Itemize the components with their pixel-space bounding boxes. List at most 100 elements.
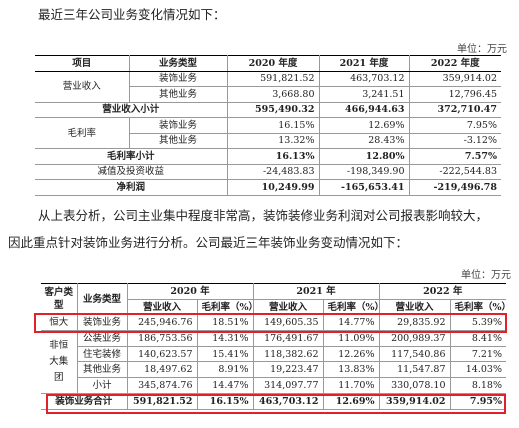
subheader-margin: 毛利率（%） — [197, 299, 254, 316]
row-type: 装饰业务 — [129, 71, 228, 87]
table-row: 其他业务 13.32% 28.43% -3.12% — [35, 133, 501, 149]
cell-value: 149,605.35 — [253, 314, 324, 332]
hengda-row: 恒大 装饰业务 245,946.76 18.51% 149,605.35 14.… — [41, 314, 506, 332]
row-type: 公装业务 — [77, 330, 128, 347]
cell-value: 245,946.76 — [127, 314, 198, 332]
row-type: 住宅装修 — [77, 346, 128, 363]
cell-value: 7.21% — [450, 346, 506, 363]
cell-value: 463,703.12 — [253, 393, 324, 410]
cell-value: 11,547.87 — [379, 361, 451, 379]
table-row: 住宅装修 140,623.57 15.41% 118,382.62 12.26%… — [41, 346, 506, 363]
header-item: 项目 — [35, 55, 130, 72]
cell-value: 16.15% — [197, 393, 254, 410]
cell-value: -165,653.41 — [319, 179, 410, 196]
subheader-revenue: 营业收入 — [127, 299, 198, 316]
subtotal-label: 毛利率小计 — [35, 148, 228, 165]
unit-label-2: 单位：万元 — [461, 270, 511, 281]
customer-non-hengda: 非恒大集团 — [41, 330, 78, 394]
row-type: 其他业务 — [129, 86, 228, 103]
header-business-type: 业务类型 — [129, 55, 228, 72]
intro-paragraph: 最近三年公司业务变化情况如下： — [38, 7, 226, 22]
cell-value: 7.57% — [409, 148, 501, 165]
subheader-revenue: 营业收入 — [379, 299, 451, 316]
cell-value: 140,623.57 — [127, 346, 198, 363]
cell-value: 14.03% — [450, 361, 506, 379]
table-row: 其他业务 3,668.80 3,241.51 12,796.45 — [35, 86, 501, 103]
table-subheader-row: 营业收入 毛利率（%） 营业收入 毛利率（%） 营业收入 毛利率（%） — [41, 299, 506, 316]
cell-value: 5.39% — [450, 314, 506, 332]
decoration-total-row: 装饰业务合计 591,821.52 16.15% 463,703.12 12.6… — [41, 393, 506, 410]
table-row: 其他业务 18,497.62 8.91% 19,223.47 13.83% 11… — [41, 361, 506, 379]
cell-value: 591,821.52 — [227, 71, 320, 87]
cell-value: -198,349.90 — [319, 164, 410, 180]
subtotal-label: 营业收入小计 — [35, 102, 228, 118]
header-2020: 2020 年度 — [227, 55, 320, 72]
cell-value: 12.69% — [319, 117, 410, 134]
cell-value: 7.95% — [450, 393, 506, 410]
header-2022: 2022 年度 — [409, 55, 501, 72]
cell-value: 19,223.47 — [253, 361, 324, 379]
cell-value: -222,544.83 — [409, 164, 501, 180]
cell-value: 13.32% — [227, 133, 320, 149]
row-type: 其他业务 — [129, 133, 228, 149]
impairment-label: 减值及投资收益 — [35, 164, 228, 180]
revenue-subtotal-row: 营业收入小计 595,490.32 466,944.63 372,710.47 — [35, 102, 501, 118]
net-profit-label: 净利润 — [35, 179, 228, 196]
table-header-row: 客户类型 业务类型 2020 年 2021 年 2022 年 — [41, 283, 506, 316]
cell-value: 345,874.76 — [127, 377, 198, 394]
cell-value: 186,753.56 — [127, 330, 198, 347]
cell-value: -219,496.78 — [409, 179, 501, 196]
cell-value: 14.77% — [323, 314, 380, 332]
row-type: 装饰业务 — [129, 117, 228, 134]
cell-value: 12.80% — [319, 148, 410, 165]
net-profit-row: 净利润 10,249.99 -165,653.41 -219,496.78 — [35, 179, 501, 196]
cell-value: 11.09% — [323, 330, 380, 347]
cell-value: 118,382.62 — [253, 346, 324, 363]
cell-value: 3,668.80 — [227, 86, 320, 103]
non-hengda-subtotal-row: 小计 345,874.76 14.47% 314,097.77 11.70% 3… — [41, 377, 506, 394]
row-type: 小计 — [77, 377, 128, 394]
cell-value: 463,703.12 — [319, 71, 410, 87]
cell-value: 11.70% — [323, 377, 380, 394]
revenue-label: 营业收入 — [35, 71, 130, 103]
cell-value: 330,078.10 — [379, 377, 451, 394]
business-change-table: 项目 业务类型 2020 年度 2021 年度 2022 年度 营业收入 装饰业… — [35, 55, 501, 196]
analysis-paragraph-line2: 因此重点针对装饰业务进行分析。公司最近三年装饰业务变动情况如下： — [8, 235, 409, 250]
header-business-type: 业务类型 — [77, 283, 128, 316]
cell-value: 117,540.86 — [379, 346, 451, 363]
cell-value: 14.47% — [197, 377, 254, 394]
cell-value: 176,491.67 — [253, 330, 324, 347]
unit-label-1: 单位：万元 — [457, 44, 507, 55]
row-type: 装饰业务 — [77, 314, 128, 332]
cell-value: 16.15% — [227, 117, 320, 134]
cell-value: 359,914.02 — [409, 71, 501, 87]
cell-value: 595,490.32 — [227, 102, 320, 118]
header-year-2021: 2021 年 — [253, 283, 380, 300]
cell-value: 16.13% — [227, 148, 320, 165]
subheader-margin: 毛利率（%） — [450, 299, 506, 316]
header-customer-type: 客户类型 — [41, 283, 78, 316]
cell-value: 28.43% — [319, 133, 410, 149]
customer-hengda: 恒大 — [41, 314, 78, 332]
total-label: 装饰业务合计 — [41, 393, 128, 410]
header-year-2022: 2022 年 — [379, 283, 506, 300]
cell-value: 12.26% — [323, 346, 380, 363]
cell-value: -3.12% — [409, 133, 501, 149]
cell-value: 466,944.63 — [319, 102, 410, 118]
cell-value: 8.18% — [450, 377, 506, 394]
cell-value: 13.83% — [323, 361, 380, 379]
cell-value: 372,710.47 — [409, 102, 501, 118]
cell-value: 18,497.62 — [127, 361, 198, 379]
table-header-row: 项目 业务类型 2020 年度 2021 年度 2022 年度 — [35, 55, 501, 72]
analysis-paragraph-line1: 从上表分析，公司主业集中程度非常高，装饰装修业务利润对公司报表影响较大， — [38, 208, 489, 223]
cell-value: 10,249.99 — [227, 179, 320, 196]
table-row: 非恒大集团 公装业务 186,753.56 14.31% 176,491.67 … — [41, 330, 506, 394]
table-row: 毛利率 装饰业务 16.15% 12.69% 7.95% — [35, 117, 501, 149]
subheader-revenue: 营业收入 — [253, 299, 324, 316]
header-year-2020: 2020 年 — [127, 283, 254, 300]
subheader-margin: 毛利率（%） — [323, 299, 380, 316]
cell-value: 8.41% — [450, 330, 506, 347]
margin-subtotal-row: 毛利率小计 16.13% 12.80% 7.57% — [35, 148, 501, 165]
cell-value: 12,796.45 — [409, 86, 501, 103]
cell-value: 7.95% — [409, 117, 501, 134]
